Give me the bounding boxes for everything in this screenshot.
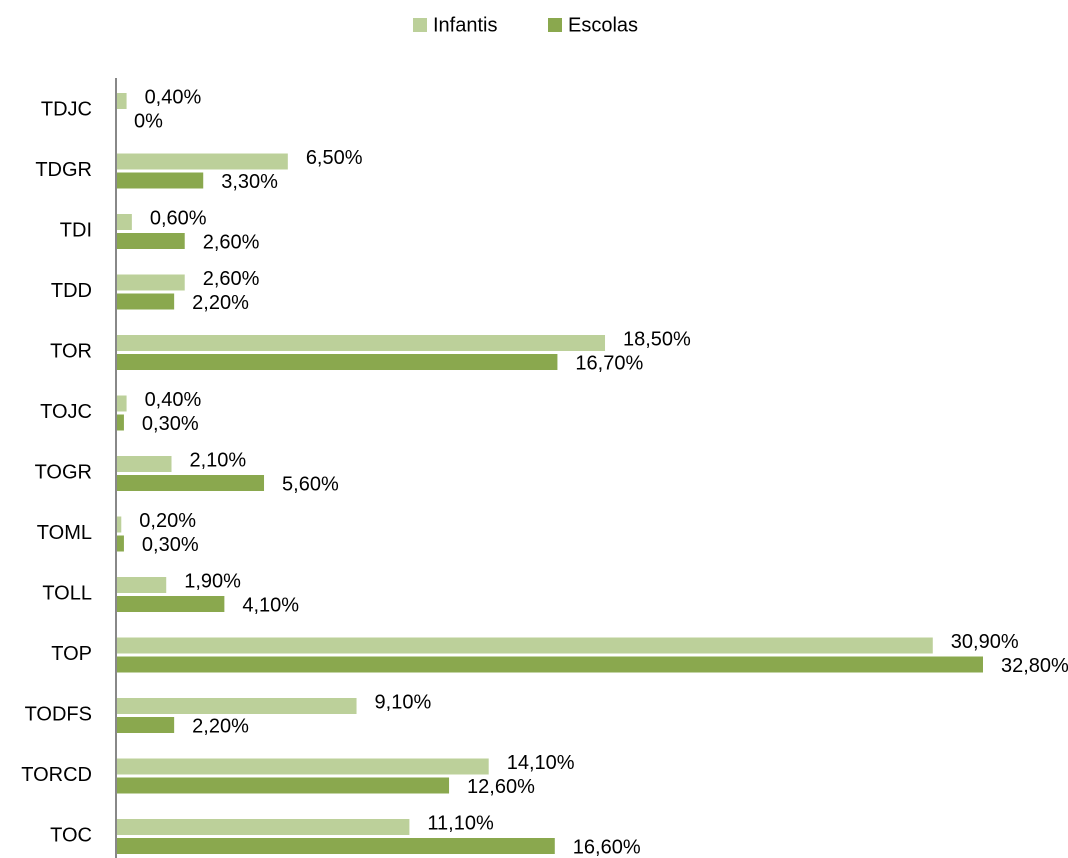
data-label: 2,60%	[203, 231, 260, 253]
legend-swatch	[548, 18, 562, 32]
bar	[116, 214, 132, 230]
data-label: 0,30%	[142, 534, 199, 556]
data-label: 9,10%	[375, 691, 432, 713]
category-label: TDD	[51, 280, 92, 302]
bar	[116, 335, 606, 351]
bar	[116, 656, 983, 673]
legend-swatch	[413, 18, 427, 32]
legend-label: Escolas	[568, 14, 638, 36]
data-label: 32,80%	[1001, 655, 1068, 677]
data-label: 5,60%	[282, 473, 339, 495]
bar	[116, 153, 288, 170]
bar	[116, 233, 185, 249]
legend-label: Infantis	[433, 14, 497, 36]
category-label: TOC	[50, 824, 92, 846]
bar	[116, 93, 127, 109]
category-label: TORCD	[21, 764, 92, 786]
bar	[116, 698, 357, 714]
data-label: 6,50%	[306, 147, 363, 169]
data-label: 12,60%	[467, 776, 535, 798]
data-label: 0,40%	[145, 389, 202, 411]
category-label: TOR	[50, 340, 92, 362]
data-label: 2,20%	[192, 292, 249, 314]
data-label: 0%	[134, 110, 163, 132]
data-label: 30,90%	[951, 631, 1019, 653]
category-label: TOP	[51, 643, 92, 665]
data-label: 1,90%	[184, 570, 241, 592]
data-label: 18,50%	[623, 328, 691, 350]
bar	[116, 354, 558, 370]
bar	[116, 577, 167, 593]
bar	[116, 274, 185, 291]
bar	[116, 535, 124, 552]
data-label: 0,60%	[150, 207, 207, 229]
data-label: 0,40%	[145, 86, 202, 108]
bar	[116, 475, 265, 491]
data-label: 11,10%	[427, 812, 494, 834]
bar	[116, 395, 127, 412]
category-label: TODFS	[25, 703, 92, 725]
bar	[116, 838, 555, 854]
data-label: 2,20%	[192, 715, 249, 737]
bar	[116, 414, 124, 431]
bar	[116, 172, 204, 189]
data-label: 4,10%	[242, 594, 299, 616]
category-label: TDI	[60, 219, 92, 241]
bar	[116, 637, 933, 654]
bar	[116, 758, 489, 775]
data-label: 16,60%	[573, 836, 641, 858]
category-label: TDGR	[35, 159, 92, 181]
data-label: 2,60%	[203, 268, 260, 290]
data-label: 3,30%	[221, 171, 278, 193]
bar	[116, 717, 175, 733]
category-label: TDJC	[41, 98, 92, 120]
data-label: 16,70%	[575, 352, 643, 374]
data-label: 2,10%	[190, 449, 247, 471]
data-label: 14,10%	[507, 752, 575, 774]
category-label: TOJC	[40, 401, 92, 423]
bar	[116, 516, 122, 533]
bar	[116, 456, 172, 472]
category-label: TOGR	[35, 461, 92, 483]
data-label: 0,30%	[142, 413, 199, 435]
bar	[116, 777, 450, 794]
bar	[116, 819, 410, 835]
bar	[116, 596, 225, 612]
category-label: TOLL	[42, 582, 92, 604]
bar	[116, 293, 175, 310]
category-label: TOML	[37, 522, 92, 544]
data-label: 0,20%	[139, 510, 196, 532]
